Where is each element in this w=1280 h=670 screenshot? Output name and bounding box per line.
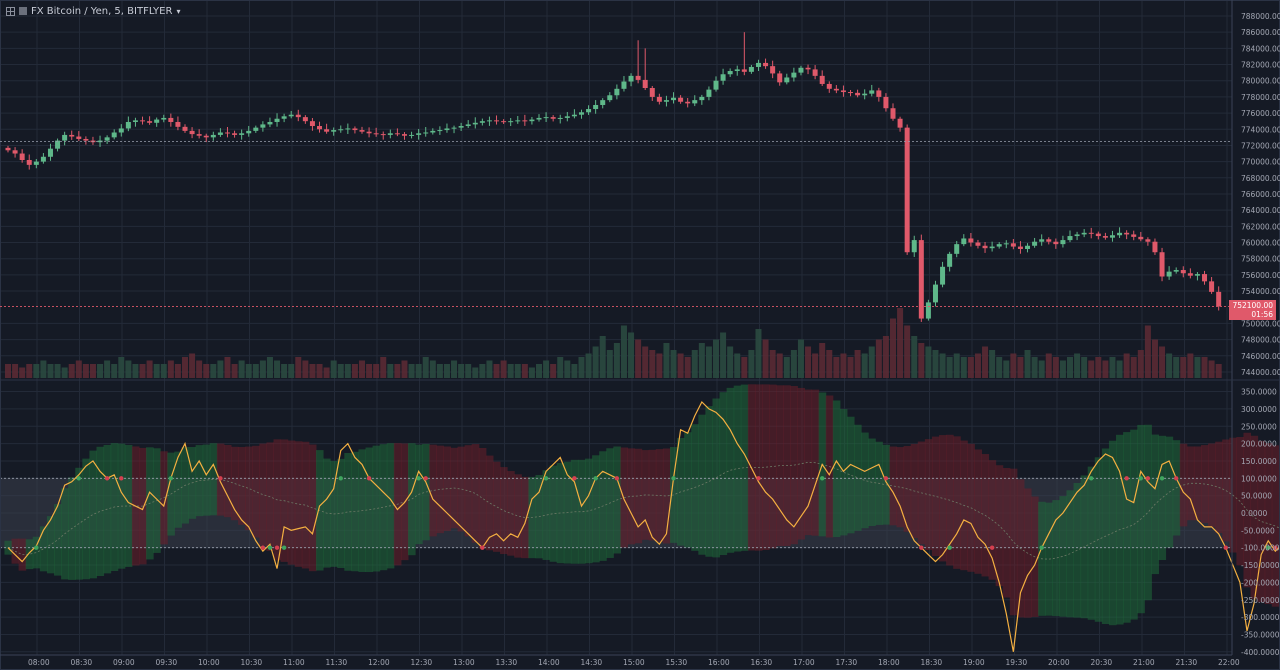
symbol-label[interactable]: FX Bitcoin / Yen, 5, BITFLYER [31,5,173,17]
svg-text:10:00: 10:00 [198,658,220,667]
oscillator-background [0,384,1280,626]
svg-text:15:00: 15:00 [623,658,645,667]
svg-text:17:30: 17:30 [836,658,858,667]
candlesticks [5,32,1222,322]
svg-text:-400.0000: -400.0000 [1241,648,1280,657]
svg-text:11:30: 11:30 [326,658,348,667]
svg-text:-350.0000: -350.0000 [1241,630,1280,639]
svg-text:748000.00: 748000.00 [1241,336,1280,345]
svg-text:16:00: 16:00 [708,658,730,667]
svg-text:764000.00: 764000.00 [1241,206,1280,215]
svg-text:758000.00: 758000.00 [1241,255,1280,264]
svg-text:-300.0000: -300.0000 [1241,613,1280,622]
svg-text:778000.00: 778000.00 [1241,93,1280,102]
svg-text:762000.00: 762000.00 [1241,222,1280,231]
svg-text:19:00: 19:00 [963,658,985,667]
svg-text:50.0000: 50.0000 [1241,492,1272,501]
svg-text:-150.0000: -150.0000 [1241,561,1280,570]
svg-text:300.0000: 300.0000 [1241,405,1277,414]
svg-text:-100.0000: -100.0000 [1241,544,1280,553]
svg-text:16:30: 16:30 [751,658,773,667]
svg-text:08:00: 08:00 [28,658,50,667]
svg-text:750000.00: 750000.00 [1241,319,1280,328]
svg-text:-250.0000: -250.0000 [1241,596,1280,605]
svg-text:13:00: 13:00 [453,658,475,667]
svg-text:20:00: 20:00 [1048,658,1070,667]
svg-text:0.0000: 0.0000 [1241,509,1267,518]
svg-text:100.0000: 100.0000 [1241,474,1277,483]
svg-text:786000.00: 786000.00 [1241,28,1280,37]
svg-text:21:00: 21:00 [1133,658,1155,667]
svg-text:766000.00: 766000.00 [1241,190,1280,199]
svg-text:11:00: 11:00 [283,658,305,667]
svg-text:-50.0000: -50.0000 [1241,526,1275,535]
svg-text:150.0000: 150.0000 [1241,457,1277,466]
svg-text:21:30: 21:30 [1176,658,1198,667]
svg-text:760000.00: 760000.00 [1241,239,1280,248]
svg-text:09:30: 09:30 [156,658,178,667]
svg-text:788000.00: 788000.00 [1241,12,1280,21]
svg-text:756000.00: 756000.00 [1241,271,1280,280]
current-price-tag: 752100.00 01:56 [1229,300,1276,320]
svg-text:20:30: 20:30 [1091,658,1113,667]
svg-text:18:30: 18:30 [921,658,943,667]
crosshair-grid-icon[interactable] [6,6,15,16]
svg-text:15:30: 15:30 [666,658,688,667]
svg-text:19:30: 19:30 [1006,658,1028,667]
svg-text:18:00: 18:00 [878,658,900,667]
square-icon [19,7,27,15]
svg-text:776000.00: 776000.00 [1241,109,1280,118]
svg-text:13:30: 13:30 [496,658,518,667]
symbol-legend[interactable]: FX Bitcoin / Yen, 5, BITFLYER ▾ [6,4,180,18]
svg-text:744000.00: 744000.00 [1241,368,1280,377]
svg-text:14:00: 14:00 [538,658,560,667]
svg-text:17:00: 17:00 [793,658,815,667]
svg-text:12:00: 12:00 [368,658,390,667]
oscillator-line [0,400,1280,652]
svg-text:12:30: 12:30 [411,658,433,667]
svg-text:770000.00: 770000.00 [1241,158,1280,167]
svg-text:772000.00: 772000.00 [1241,141,1280,150]
svg-text:10:30: 10:30 [241,658,263,667]
svg-text:350.0000: 350.0000 [1241,388,1277,397]
volume-bars [5,308,1222,378]
svg-text:784000.00: 784000.00 [1241,44,1280,53]
current-price-value: 752100.00 [1232,301,1273,310]
bar-countdown: 01:56 [1251,310,1273,319]
svg-text:08:30: 08:30 [71,658,93,667]
svg-text:200.0000: 200.0000 [1241,440,1277,449]
svg-text:14:30: 14:30 [581,658,603,667]
svg-text:09:00: 09:00 [113,658,135,667]
svg-text:782000.00: 782000.00 [1241,61,1280,70]
svg-text:780000.00: 780000.00 [1241,77,1280,86]
svg-text:774000.00: 774000.00 [1241,125,1280,134]
svg-text:-200.0000: -200.0000 [1241,578,1280,587]
svg-text:22:00: 22:00 [1218,658,1240,667]
svg-text:746000.00: 746000.00 [1241,352,1280,361]
svg-text:250.0000: 250.0000 [1241,422,1277,431]
svg-text:754000.00: 754000.00 [1241,287,1280,296]
caret-down-icon[interactable]: ▾ [176,6,181,16]
svg-text:768000.00: 768000.00 [1241,174,1280,183]
